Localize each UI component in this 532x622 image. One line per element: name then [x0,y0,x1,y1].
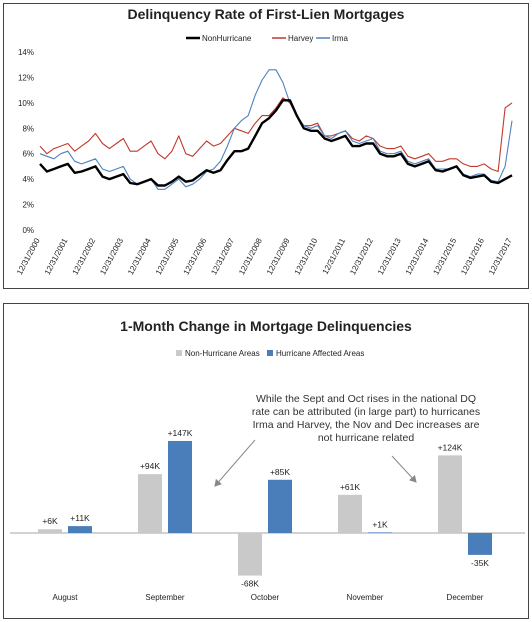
annotation: not hurricane related [318,432,414,444]
x-tick-label: December [447,593,484,602]
bar [168,440,192,533]
x-tick-label: August [53,593,79,602]
value-label: +11K [70,513,90,523]
series-line [39,99,513,187]
y-tick-label: 6% [22,150,34,159]
y-tick-label: 14% [18,48,34,57]
chart-title: 1-Month Change in Mortgage Delinquencies [120,318,412,334]
value-label: +85K [270,467,290,477]
bar [238,533,262,576]
y-tick-label: 8% [22,124,34,133]
bar [368,532,392,533]
legend-label: NonHurricane [202,34,252,43]
bar [268,479,292,533]
legend-swatch [176,350,182,356]
annotation: rate can be attributed (in large part) t… [252,406,480,418]
bar [68,526,92,533]
x-tick-label: November [347,593,384,602]
chart-title: Delinquency Rate of First-Lien Mortgages [128,6,405,22]
bar [338,494,362,533]
series-line [39,97,513,173]
value-label: +6K [42,516,58,526]
legend-label: Harvey [288,34,313,43]
chart-frame [3,3,529,289]
value-label: +147K [168,428,193,438]
value-label: -35K [471,558,489,568]
bar [38,529,62,533]
y-tick-label: 4% [22,175,34,184]
y-tick-label: 0% [22,226,34,235]
value-label: +94K [140,461,160,471]
legend-label: Hurricane Affected Areas [276,349,364,358]
arrow [214,439,256,487]
value-label: +1K [372,519,388,529]
value-label: -68K [241,579,259,589]
y-tick-label: 12% [18,73,34,82]
x-tick-label: October [251,593,280,602]
x-tick-label: September [145,593,184,602]
legend-label: Irma [332,34,349,43]
bar [438,455,462,533]
annotation: While the Sept and Oct rises in the nati… [256,393,476,405]
legend-swatch [267,350,273,356]
arrow [391,455,417,483]
bar [468,533,492,555]
y-tick-label: 2% [22,201,34,210]
value-label: +124K [438,442,463,452]
legend-label: Non-Hurricane Areas [185,349,260,358]
bar [138,474,162,533]
value-label: +61K [340,482,360,492]
annotation: Irma and Harvey, the Nov and Dec increas… [253,419,480,431]
y-tick-label: 10% [18,99,34,108]
